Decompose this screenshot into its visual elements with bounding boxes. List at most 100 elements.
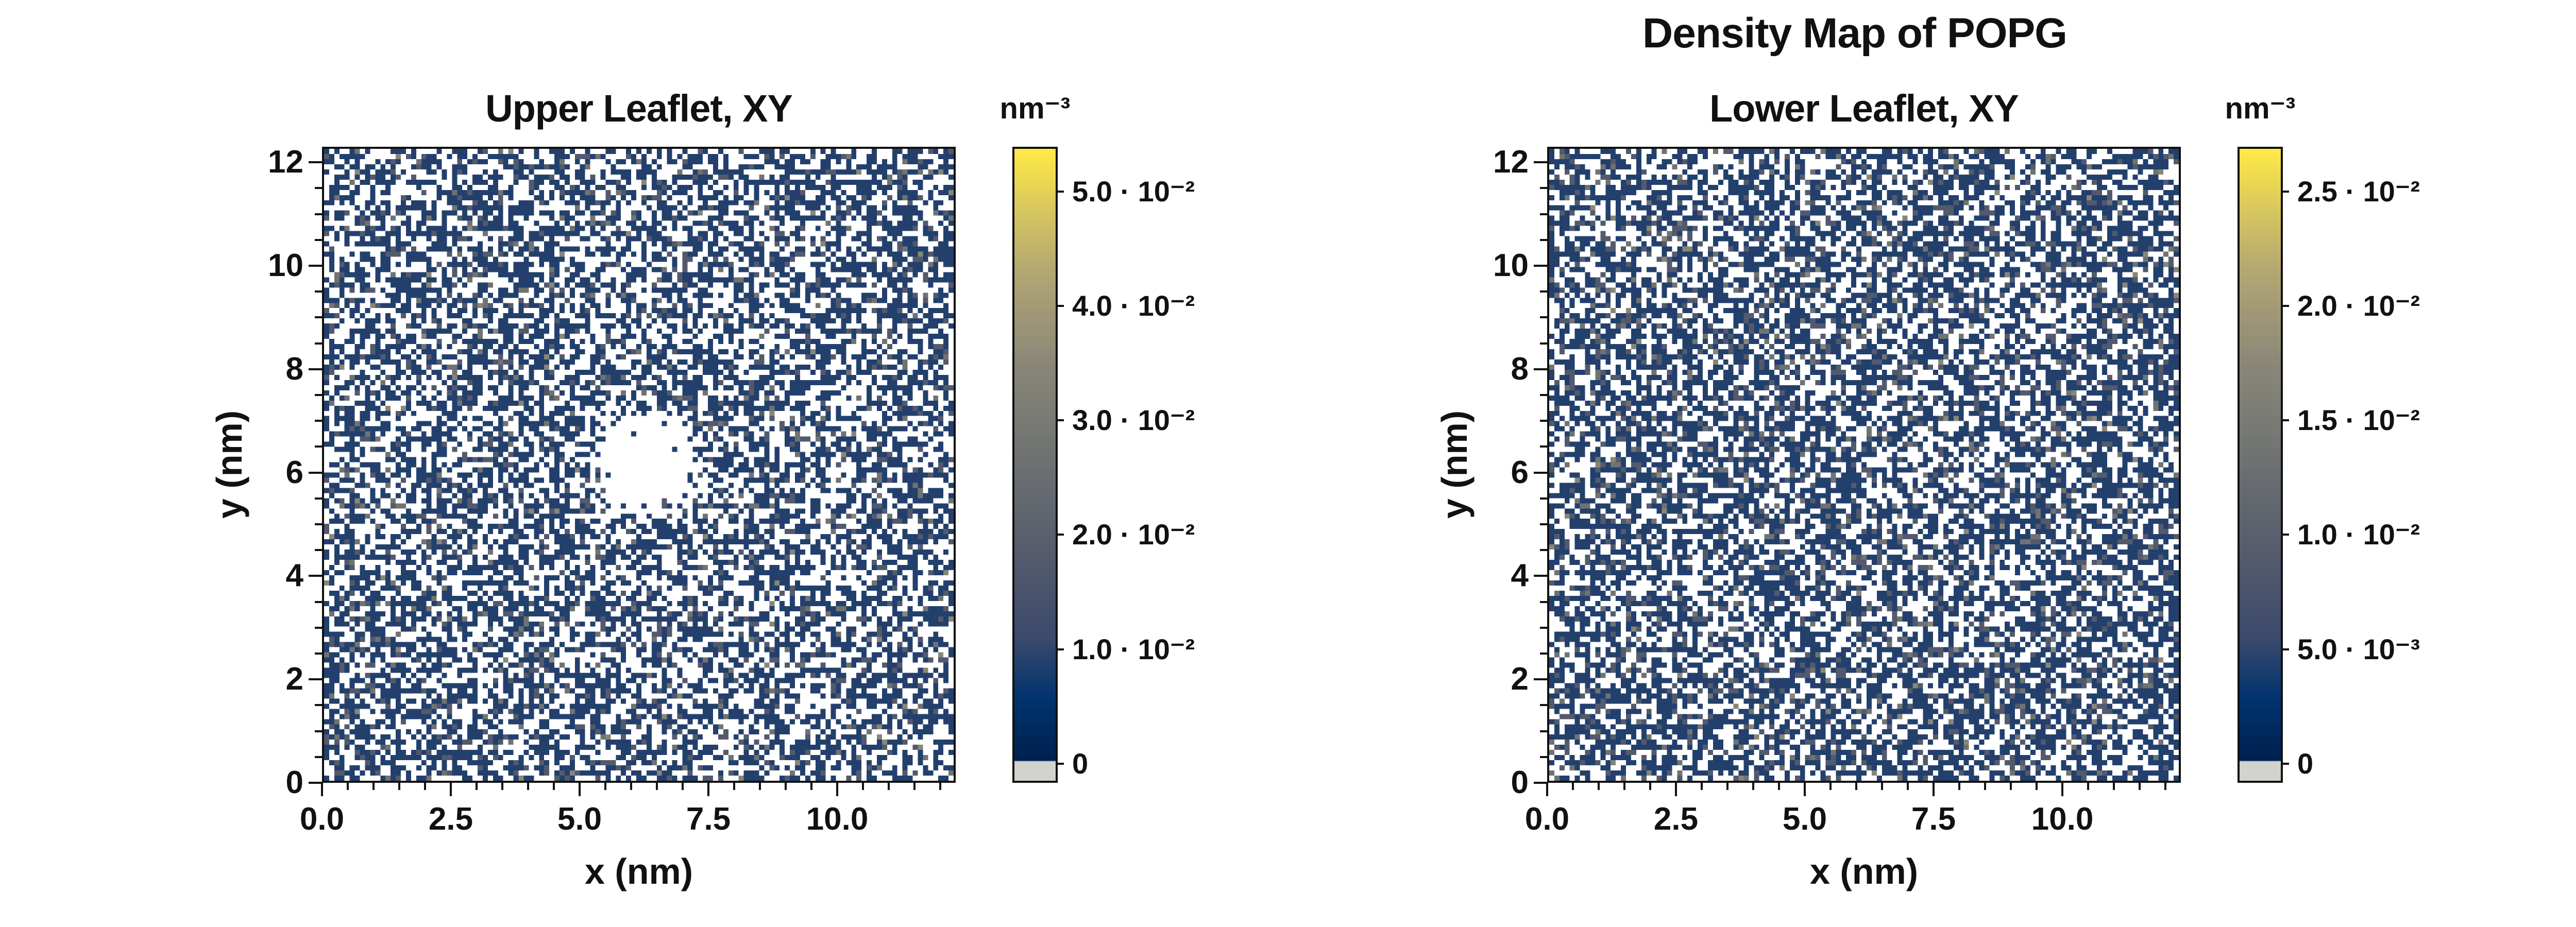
y-minor-tick-mark (315, 238, 322, 241)
y-minor-tick-mark (315, 213, 322, 215)
colorbar-tick-label: 1.0 · 10⁻² (2297, 518, 2420, 551)
x-minor-tick-mark (2113, 783, 2115, 790)
x-tick-label: 0.0 (299, 801, 345, 837)
colorbar-tick-mark (1058, 534, 1064, 536)
y-tick-mark (309, 161, 322, 164)
y-tick-label: 10 (1493, 247, 1529, 283)
y-minor-tick-mark (315, 445, 322, 448)
colorbar-tick-label: 2.0 · 10⁻² (1072, 518, 1195, 551)
colorbar-tick-label: 0 (1072, 747, 1089, 780)
x-minor-tick-mark (2036, 783, 2038, 790)
x-axis-label: x (nm) (1810, 851, 1918, 891)
y-tick-mark (309, 678, 322, 681)
x-tick-label: 7.5 (1911, 801, 1956, 837)
colorbar-tick-mark (2283, 419, 2289, 422)
panel-title: Upper Leaflet, XY (485, 87, 793, 130)
y-tick-label: 10 (268, 247, 303, 283)
x-tick-mark (1675, 783, 1677, 796)
x-minor-tick-mark (1623, 783, 1625, 790)
y-minor-tick-mark (1540, 290, 1547, 293)
x-minor-tick-mark (604, 783, 606, 790)
y-minor-tick-mark (315, 393, 322, 396)
x-minor-tick-mark (501, 783, 503, 790)
x-minor-tick-mark (1701, 783, 1703, 790)
y-tick-mark (1534, 575, 1547, 577)
y-tick-label: 6 (1511, 454, 1529, 490)
y-minor-tick-mark (315, 316, 322, 319)
colorbar-tick-mark (1058, 304, 1064, 307)
colorbar-tick-label: 2.0 · 10⁻² (2297, 289, 2420, 322)
x-tick-mark (1933, 783, 1935, 796)
colorbar (1012, 147, 1058, 783)
y-minor-tick-mark (1540, 704, 1547, 707)
y-tick-mark (1534, 161, 1547, 164)
colorbar-gradient (2240, 149, 2281, 781)
x-minor-tick-mark (1881, 783, 1883, 790)
x-minor-tick-mark (862, 783, 864, 790)
y-minor-tick-mark (1540, 652, 1547, 655)
y-minor-tick-mark (1540, 600, 1547, 603)
colorbar-tick-label: 2.5 · 10⁻² (2297, 175, 2420, 208)
x-tick-mark (1546, 783, 1548, 796)
x-minor-tick-mark (347, 783, 349, 790)
y-minor-tick-mark (315, 342, 322, 345)
x-tick-label: 5.0 (1782, 801, 1827, 837)
x-minor-tick-mark (1958, 783, 1960, 790)
x-minor-tick-mark (1726, 783, 1728, 790)
x-minor-tick-mark (810, 783, 812, 790)
x-minor-tick-mark (682, 783, 684, 790)
x-minor-tick-mark (398, 783, 400, 790)
x-minor-tick-mark (888, 783, 890, 790)
x-minor-tick-mark (424, 783, 426, 790)
y-axis-label: y (nm) (1434, 410, 1475, 519)
y-minor-tick-mark (315, 704, 322, 707)
y-minor-tick-mark (315, 523, 322, 525)
colorbar-tick-mark (2283, 304, 2289, 307)
colorbar-tick-mark (1058, 419, 1064, 422)
x-minor-tick-mark (785, 783, 787, 790)
y-minor-tick-mark (1540, 342, 1547, 345)
x-minor-tick-mark (1907, 783, 1909, 790)
x-minor-tick-mark (2087, 783, 2089, 790)
panel-lower-leaflet-xy: Lower Leaflet, XY y (nm) x (nm) nm⁻³ 0.0… (1331, 0, 2516, 927)
x-tick-label: 2.5 (428, 801, 473, 837)
y-tick-mark (1534, 264, 1547, 267)
x-tick-mark (450, 783, 452, 796)
x-minor-tick-mark (1855, 783, 1857, 790)
x-minor-tick-mark (913, 783, 916, 790)
x-tick-mark (1804, 783, 1806, 796)
panel-title: Lower Leaflet, XY (1709, 87, 2019, 130)
x-minor-tick-mark (733, 783, 735, 790)
y-minor-tick-mark (1540, 187, 1547, 190)
y-minor-tick-mark (315, 652, 322, 655)
y-minor-tick-mark (1540, 730, 1547, 732)
colorbar-tick-label: 5.0 · 10⁻² (1072, 175, 1195, 208)
y-tick-mark (309, 782, 322, 784)
y-minor-tick-mark (315, 730, 322, 732)
x-tick-label: 2.5 (1653, 801, 1699, 837)
colorbar-tick-mark (1058, 762, 1064, 765)
x-tick-label: 10.0 (2031, 801, 2094, 837)
colorbar-tick-label: 0 (2297, 747, 2314, 780)
y-tick-mark (1534, 782, 1547, 784)
y-tick-mark (309, 368, 322, 370)
colorbar-tick-mark (2283, 190, 2289, 193)
y-tick-mark (309, 264, 322, 267)
x-tick-mark (321, 783, 323, 796)
y-tick-mark (309, 471, 322, 474)
colorbar-unit-label: nm⁻³ (999, 92, 1071, 125)
x-minor-tick-mark (939, 783, 941, 790)
x-tick-mark (579, 783, 581, 796)
colorbar-unit-label: nm⁻³ (2225, 92, 2296, 125)
y-tick-label: 0 (285, 765, 303, 800)
colorbar-tick-mark (2283, 648, 2289, 650)
x-tick-mark (707, 783, 709, 796)
colorbar-tick-label: 4.0 · 10⁻² (1072, 289, 1195, 322)
y-tick-mark (1534, 678, 1547, 681)
colorbar-tick-mark (1058, 648, 1064, 650)
y-minor-tick-mark (315, 187, 322, 190)
x-tick-mark (836, 783, 838, 796)
colorbar-tick-mark (1058, 190, 1064, 193)
y-minor-tick-mark (315, 756, 322, 758)
y-minor-tick-mark (315, 626, 322, 629)
